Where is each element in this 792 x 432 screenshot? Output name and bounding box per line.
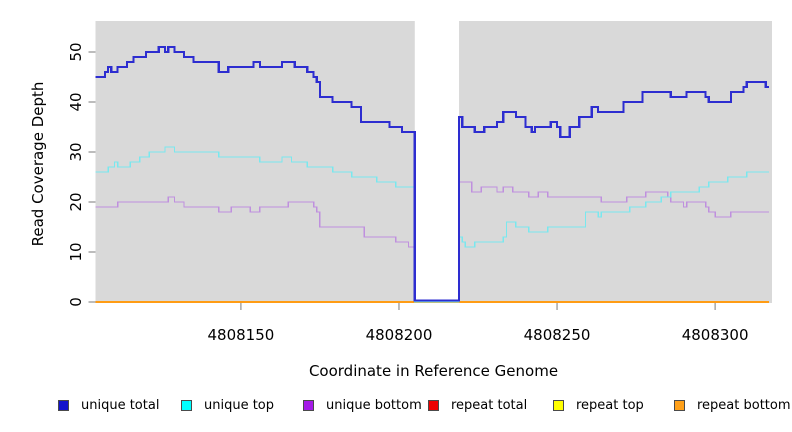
- no-data-gap-band: [414, 21, 460, 303]
- legend-item-repeat-bottom: repeat bottom: [674, 397, 791, 413]
- legend-swatch-icon: [58, 399, 69, 411]
- legend-label: repeat top: [576, 397, 644, 413]
- legend-item-unique-top: unique top: [181, 397, 274, 413]
- legend-swatch-icon: [428, 399, 439, 411]
- y-axis-title: Read Coverage Depth: [29, 81, 47, 247]
- y-tick-label: 30: [67, 142, 85, 161]
- x-tick-label: 4808250: [524, 326, 591, 344]
- x-tick-label: 4808150: [208, 326, 275, 344]
- series-line-unique-bottom: [95, 181, 769, 303]
- legend-label: unique bottom: [326, 397, 422, 413]
- legend-swatch-icon: [303, 399, 314, 411]
- legend-label: repeat total: [451, 397, 528, 413]
- legend: unique total unique top unique bottom repea…: [0, 397, 792, 415]
- legend-item-repeat-total: repeat total: [428, 397, 527, 413]
- legend-item-unique-total: unique total: [58, 397, 159, 413]
- legend-item-unique-bottom: unique bottom: [303, 397, 422, 413]
- x-tick-label: 4808200: [366, 326, 433, 344]
- legend-swatch-icon: [181, 399, 192, 411]
- legend-label: unique total: [81, 397, 160, 413]
- series-line-unique-total: [95, 45, 769, 302]
- legend-label: unique top: [204, 397, 275, 413]
- y-tick-label: 0: [67, 297, 85, 307]
- y-tick-label: 50: [67, 42, 85, 61]
- y-tick-label: 10: [67, 242, 85, 261]
- x-axis-title: Coordinate in Reference Genome: [308, 362, 559, 380]
- series-line-unique-top: [95, 146, 769, 303]
- x-tick-label: 4808300: [682, 326, 749, 344]
- legend-swatch-icon: [674, 399, 685, 411]
- legend-item-repeat-top: repeat top: [553, 397, 644, 413]
- y-tick-label: 40: [67, 92, 85, 111]
- legend-swatch-icon: [553, 399, 564, 411]
- legend-label: repeat bottom: [697, 397, 791, 413]
- y-tick-label: 20: [67, 192, 85, 211]
